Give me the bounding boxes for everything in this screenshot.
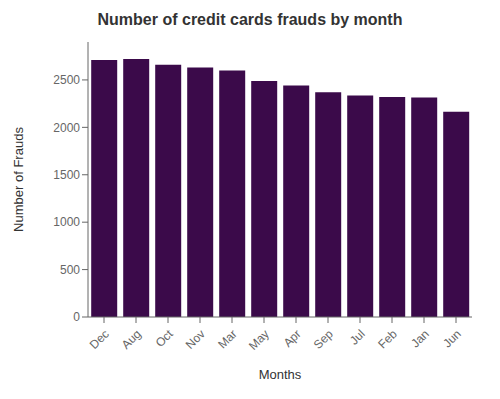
- svg-text:0: 0: [73, 310, 80, 324]
- svg-text:Aug: Aug: [119, 327, 144, 352]
- svg-text:May: May: [246, 327, 272, 353]
- svg-text:2500: 2500: [53, 73, 80, 87]
- svg-text:Jun: Jun: [440, 327, 464, 351]
- svg-text:Feb: Feb: [375, 327, 400, 352]
- svg-text:Jul: Jul: [347, 327, 368, 348]
- svg-text:Nov: Nov: [183, 327, 208, 352]
- svg-text:Months: Months: [259, 367, 302, 382]
- svg-text:1500: 1500: [53, 168, 80, 182]
- svg-text:Sep: Sep: [311, 327, 336, 352]
- svg-text:Mar: Mar: [215, 327, 240, 352]
- svg-text:Apr: Apr: [281, 327, 304, 350]
- svg-text:1000: 1000: [53, 215, 80, 229]
- svg-text:Jan: Jan: [408, 327, 432, 351]
- svg-text:2000: 2000: [53, 121, 80, 135]
- svg-text:Number of Frauds: Number of Frauds: [11, 127, 26, 232]
- html-text:Number of credit cards frauds: Number of credit cards frauds by month: [97, 11, 403, 28]
- svg-text:500: 500: [60, 263, 80, 277]
- svg-text:Dec: Dec: [87, 327, 112, 352]
- svg-text:Oct: Oct: [153, 326, 177, 350]
